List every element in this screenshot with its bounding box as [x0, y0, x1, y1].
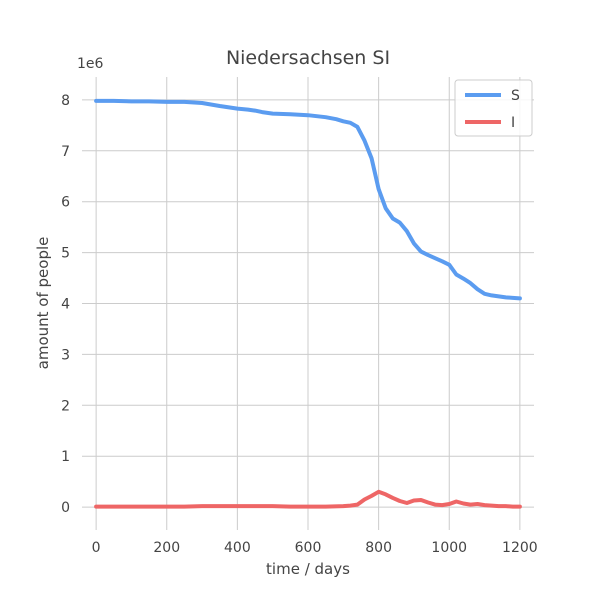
legend-box	[454, 79, 533, 137]
y-tick-label: 5	[61, 246, 70, 262]
series-line-i	[94, 489, 522, 509]
series-line-s	[94, 98, 522, 301]
y-tick-label: 2	[61, 398, 70, 414]
legend-label-i: I	[511, 115, 515, 131]
x-tick-label: 200	[153, 540, 180, 556]
y-tick-label: 4	[61, 297, 70, 313]
chart-title: Niedersachsen SI	[226, 47, 390, 69]
x-axis-label: time / days	[266, 560, 350, 578]
x-tick-label: 1200	[502, 540, 538, 556]
legend: SI	[454, 79, 533, 137]
y-tick-label: 1	[61, 449, 70, 465]
series-layer	[94, 98, 522, 509]
x-tick-label: 400	[224, 540, 251, 556]
y-axis-label: amount of people	[34, 237, 52, 370]
y-tick-label: 3	[61, 347, 70, 363]
y-axis-offset-label: 1e6	[77, 56, 104, 72]
y-tick-label: 6	[61, 195, 70, 211]
tick-labels: 0 200 400 600 800 1000 1200 0 1 2 3 4 5 6 7 8	[61, 93, 538, 556]
x-tick-label: 800	[365, 540, 392, 556]
grid	[82, 77, 534, 530]
x-tick-label: 1000	[431, 540, 467, 556]
y-tick-label: 0	[61, 500, 70, 516]
x-tick-label: 600	[295, 540, 322, 556]
x-tick-label: 0	[92, 540, 101, 556]
y-tick-label: 8	[61, 93, 70, 109]
legend-label-s: S	[511, 88, 520, 104]
y-tick-label: 7	[61, 144, 70, 160]
